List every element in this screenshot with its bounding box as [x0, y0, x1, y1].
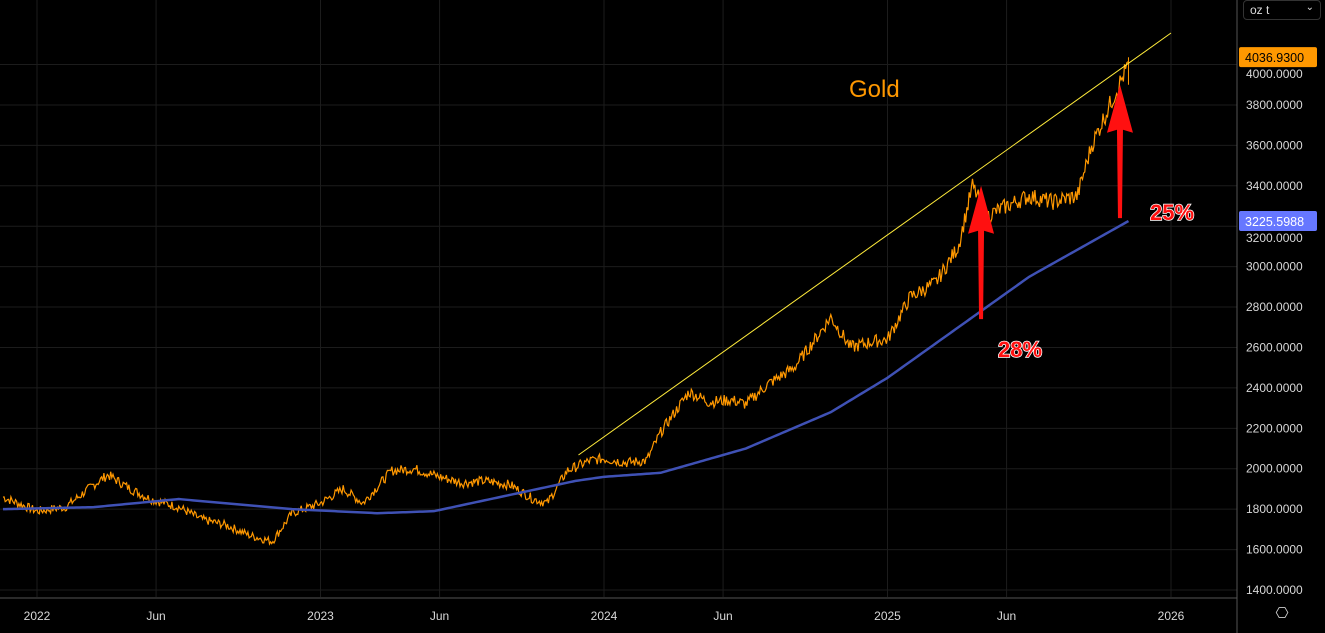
- moving-average-line: [2, 219, 1130, 515]
- last-value-badge: [1239, 211, 1317, 232]
- y-tick-label: 2800.0000: [1246, 300, 1303, 314]
- settings-icon[interactable]: ⎔: [1275, 605, 1289, 622]
- x-tick-label: Jun: [146, 609, 165, 623]
- chevron-down-icon: ⌄: [1305, 2, 1314, 13]
- x-tick-label: 2022: [24, 609, 51, 623]
- y-tick-label: 2400.0000: [1246, 381, 1303, 395]
- percent-annotation: 28%: [998, 337, 1042, 362]
- x-tick-label: 2023: [307, 609, 334, 623]
- red-arrow-icon: [968, 185, 995, 320]
- y-tick-label: 3200.0000: [1246, 231, 1303, 245]
- x-tick-label: Jun: [997, 609, 1016, 623]
- red-arrow-icon: [1106, 84, 1133, 219]
- x-tick-label: 2024: [591, 609, 618, 623]
- y-tick-label: 1600.0000: [1246, 543, 1303, 557]
- trendline: [578, 32, 1172, 456]
- y-tick-label: 1400.0000: [1246, 583, 1303, 597]
- y-tick-label: 1800.0000: [1246, 502, 1303, 516]
- x-tick-label: Jun: [430, 609, 449, 623]
- chart-title: Gold: [849, 76, 900, 103]
- percent-annotation: 25%: [1150, 200, 1194, 225]
- y-tick-label: 3600.0000: [1246, 138, 1303, 152]
- y-tick-label: 3400.0000: [1246, 179, 1303, 193]
- gold-price-line: [2, 61, 1129, 546]
- unit-selector[interactable]: oz t ⌄: [1243, 0, 1321, 20]
- y-tick-label: 3000.0000: [1246, 260, 1303, 274]
- y-tick-label: 2600.0000: [1246, 340, 1303, 354]
- y-tick-label: 4000.0000: [1246, 67, 1303, 81]
- x-tick-label: Jun: [713, 609, 732, 623]
- last-value-label: 3225.5988: [1245, 215, 1304, 229]
- y-tick-label: 3800.0000: [1246, 98, 1303, 112]
- y-tick-label: 2000.0000: [1246, 462, 1303, 476]
- x-tick-label: 2025: [874, 609, 901, 623]
- y-tick-label: 2200.0000: [1246, 421, 1303, 435]
- last-value-badge: [1239, 47, 1317, 68]
- unit-label: oz t: [1250, 3, 1270, 17]
- last-value-label: 4036.9300: [1245, 51, 1304, 65]
- x-tick-label: 2026: [1158, 609, 1185, 623]
